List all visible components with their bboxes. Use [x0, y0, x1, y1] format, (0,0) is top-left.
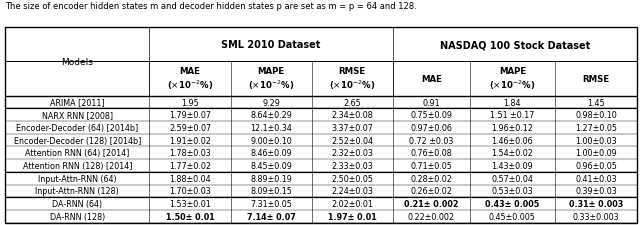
Text: MAE: MAE	[421, 75, 442, 84]
Text: 0.28±0.02: 0.28±0.02	[410, 174, 452, 183]
Bar	[5, 28, 150, 96]
Text: 2.02±0.01: 2.02±0.01	[332, 199, 373, 208]
Text: 7.31±0.05: 7.31±0.05	[250, 199, 292, 208]
Text: 0.98±0.10: 0.98±0.10	[575, 111, 617, 120]
Text: 8.45±0.09: 8.45±0.09	[250, 161, 292, 170]
Text: 0.21± 0.002: 0.21± 0.002	[404, 199, 458, 208]
Text: 8.46±0.09: 8.46±0.09	[250, 149, 292, 158]
Text: 9.29: 9.29	[262, 98, 280, 107]
Text: DA-RNN (64): DA-RNN (64)	[52, 199, 102, 208]
Text: Models: Models	[61, 58, 93, 67]
Text: RMSE
($\times$10$^{-2}$%): RMSE ($\times$10$^{-2}$%)	[329, 67, 375, 91]
Text: 1.84: 1.84	[504, 98, 521, 107]
Text: 3.37±0.07: 3.37±0.07	[332, 123, 373, 132]
Text: Attention RNN (128) [2014]: Attention RNN (128) [2014]	[22, 161, 132, 170]
Text: MAPE
($\times$10$^{-2}$%): MAPE ($\times$10$^{-2}$%)	[248, 67, 294, 91]
Text: 0.39±0.03: 0.39±0.03	[575, 187, 617, 196]
Text: 2.59±0.07: 2.59±0.07	[169, 123, 211, 132]
Text: Encoder-Decoder (128) [2014b]: Encoder-Decoder (128) [2014b]	[13, 136, 141, 145]
Text: 0.33±0.003: 0.33±0.003	[573, 212, 620, 221]
Text: Input-Attn-RNN (64): Input-Attn-RNN (64)	[38, 174, 116, 183]
Text: 0.45±0.005: 0.45±0.005	[489, 212, 536, 221]
Text: 8.09±0.15: 8.09±0.15	[250, 187, 292, 196]
Text: SML 2010 Dataset: SML 2010 Dataset	[221, 40, 321, 50]
Text: 8.64±0.29: 8.64±0.29	[250, 111, 292, 120]
Text: 1.54±0.02: 1.54±0.02	[492, 149, 533, 158]
Text: 2.32±0.03: 2.32±0.03	[332, 149, 373, 158]
Text: 1.70±0.03: 1.70±0.03	[169, 187, 211, 196]
Text: 1.95: 1.95	[181, 98, 199, 107]
Text: 1.88±0.04: 1.88±0.04	[169, 174, 211, 183]
Text: MAE
($\times$10$^{-2}$%): MAE ($\times$10$^{-2}$%)	[167, 67, 213, 91]
Text: 1.53±0.01: 1.53±0.01	[169, 199, 211, 208]
Text: 1.51 ±0.17: 1.51 ±0.17	[490, 111, 534, 120]
Text: 0.22±0.002: 0.22±0.002	[408, 212, 455, 221]
Text: NASDAQ 100 Stock Dataset: NASDAQ 100 Stock Dataset	[440, 40, 590, 50]
Text: 0.91: 0.91	[422, 98, 440, 107]
Text: 0.76±0.08: 0.76±0.08	[410, 149, 452, 158]
Text: 7.14± 0.07: 7.14± 0.07	[247, 212, 296, 221]
Text: 9.00±0.10: 9.00±0.10	[250, 136, 292, 145]
Text: 0.71±0.05: 0.71±0.05	[410, 161, 452, 170]
Text: Attention RNN (64) [2014]: Attention RNN (64) [2014]	[25, 149, 129, 158]
Text: 0.96±0.05: 0.96±0.05	[575, 161, 617, 170]
Text: 2.52±0.04: 2.52±0.04	[332, 136, 373, 145]
Text: Input-Attn-RNN (128): Input-Attn-RNN (128)	[35, 187, 119, 196]
Text: 8.89±0.19: 8.89±0.19	[250, 174, 292, 183]
Text: 2.24±0.03: 2.24±0.03	[332, 187, 373, 196]
Text: 1.96±0.12: 1.96±0.12	[492, 123, 533, 132]
Text: 0.41±0.03: 0.41±0.03	[575, 174, 617, 183]
Text: 1.46±0.06: 1.46±0.06	[492, 136, 533, 145]
Text: DA-RNN (128): DA-RNN (128)	[50, 212, 105, 221]
Text: Encoder-Decoder (64) [2014b]: Encoder-Decoder (64) [2014b]	[16, 123, 138, 132]
Text: 1.45: 1.45	[588, 98, 605, 107]
Text: 2.34±0.08: 2.34±0.08	[332, 111, 373, 120]
Text: ARIMA [2011]: ARIMA [2011]	[50, 98, 104, 107]
Text: 0.57±0.04: 0.57±0.04	[492, 174, 533, 183]
Text: 1.00±0.03: 1.00±0.03	[575, 136, 617, 145]
Text: NARX RNN [2008]: NARX RNN [2008]	[42, 111, 113, 120]
Text: 2.50±0.05: 2.50±0.05	[332, 174, 373, 183]
Text: 1.00±0.09: 1.00±0.09	[575, 149, 617, 158]
Text: 0.43± 0.005: 0.43± 0.005	[485, 199, 540, 208]
Text: 0.72 ±0.03: 0.72 ±0.03	[409, 136, 453, 145]
Text: 0.53±0.03: 0.53±0.03	[492, 187, 533, 196]
Text: 2.33±0.03: 2.33±0.03	[332, 161, 373, 170]
Text: 1.43±0.09: 1.43±0.09	[492, 161, 533, 170]
Text: The size of encoder hidden states m and decoder hidden states p are set as m = p: The size of encoder hidden states m and …	[5, 2, 417, 11]
Text: 1.77±0.02: 1.77±0.02	[169, 161, 211, 170]
Text: 1.79±0.07: 1.79±0.07	[169, 111, 211, 120]
Text: 1.97± 0.01: 1.97± 0.01	[328, 212, 376, 221]
Text: 1.91±0.02: 1.91±0.02	[169, 136, 211, 145]
Text: 1.50± 0.01: 1.50± 0.01	[166, 212, 214, 221]
Text: RMSE: RMSE	[582, 75, 610, 84]
Text: 0.31± 0.003: 0.31± 0.003	[569, 199, 623, 208]
Text: 0.97±0.06: 0.97±0.06	[410, 123, 452, 132]
Text: 0.75±0.09: 0.75±0.09	[410, 111, 452, 120]
Text: 1.78±0.03: 1.78±0.03	[169, 149, 211, 158]
Text: 0.26±0.02: 0.26±0.02	[410, 187, 452, 196]
Text: MAPE
($\times$10$^{-2}$%): MAPE ($\times$10$^{-2}$%)	[489, 67, 536, 91]
Text: 12.1±0.34: 12.1±0.34	[250, 123, 292, 132]
Text: 2.65: 2.65	[343, 98, 361, 107]
Text: 1.27±0.05: 1.27±0.05	[575, 123, 617, 132]
